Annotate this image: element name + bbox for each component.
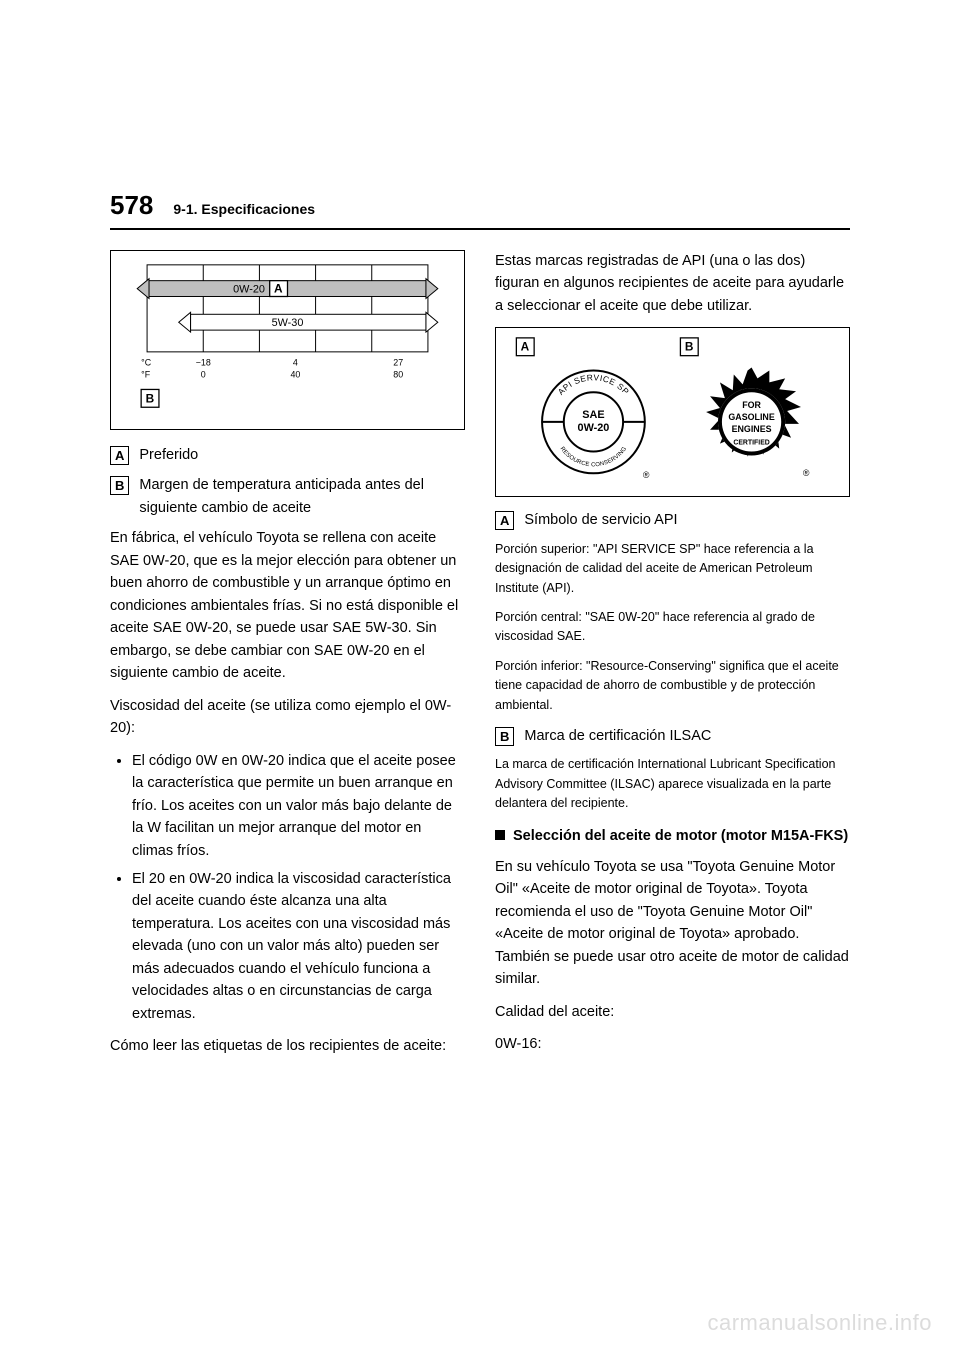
viscosity-chart-svg: 0W-20 A 5W-30 °C °F −18 0 bbox=[111, 251, 464, 429]
right-subhead: Selección del aceite de motor (motor M15… bbox=[495, 825, 850, 847]
api-ilsac-figure: A B bbox=[495, 327, 850, 497]
legend-b: B Margen de temperatura anticipada antes… bbox=[110, 474, 465, 519]
column-left: 0W-20 A 5W-30 °C °F −18 0 bbox=[110, 250, 465, 1068]
fig2-b-letter: B bbox=[685, 340, 694, 354]
tick-c-0: −18 bbox=[196, 358, 211, 368]
left-para-2: Viscosidad del aceite (se utiliza como e… bbox=[110, 695, 465, 740]
viscosity-chart: 0W-20 A 5W-30 °C °F −18 0 bbox=[110, 250, 465, 430]
tick-c-2: 27 bbox=[393, 358, 403, 368]
right-a-detail-1: Porción superior: "API SERVICE SP" hace … bbox=[495, 540, 850, 598]
left-para-3: Cómo leer las etiquetas de los recipient… bbox=[110, 1035, 465, 1057]
column-right: Estas marcas registradas de API (una o l… bbox=[495, 250, 850, 1068]
content-columns: 0W-20 A 5W-30 °C °F −18 0 bbox=[110, 250, 850, 1068]
legend-a: A Preferido bbox=[110, 444, 465, 466]
bar-5w30-label: 5W-30 bbox=[272, 317, 304, 329]
bar-0w20-letter: A bbox=[274, 282, 283, 296]
legend-a-box: A bbox=[110, 446, 129, 465]
right-b-detail: La marca de certificación International … bbox=[495, 755, 850, 813]
right-a-detail-2: Porción central: "SAE 0W-20" hace refere… bbox=[495, 608, 850, 647]
left-bullet-2: El 20 en 0W-20 indica la viscosidad cara… bbox=[132, 868, 465, 1025]
section-title: 9-1. Especificaciones bbox=[173, 201, 315, 217]
tick-f-0: 0 bbox=[201, 370, 206, 380]
bar-0w20: 0W-20 A bbox=[137, 279, 438, 299]
right-legend-b-box: B bbox=[495, 727, 514, 746]
ilsac-starburst: FOR GASOLINE ENGINES CERTIFIED ® bbox=[706, 368, 810, 479]
starburst-line1: FOR bbox=[742, 400, 761, 410]
api-ilsac-svg: A B bbox=[496, 328, 849, 496]
right-legend-a: A Símbolo de servicio API bbox=[495, 509, 850, 531]
header-rule bbox=[110, 228, 850, 230]
page-number: 578 bbox=[110, 190, 153, 221]
donut-center-2: 0W-20 bbox=[578, 422, 610, 434]
right-intro: Estas marcas registradas de API (una o l… bbox=[495, 250, 850, 317]
right-para-3: 0W-16: bbox=[495, 1033, 850, 1055]
watermark: carmanualsonline.info bbox=[707, 1310, 932, 1336]
legend-b-box: B bbox=[110, 476, 129, 495]
legend-a-text: Preferido bbox=[135, 444, 465, 466]
legend-b-text: Margen de temperatura anticipada antes d… bbox=[135, 474, 465, 519]
right-legend-b-text: Marca de certificación ILSAC bbox=[520, 725, 850, 747]
fig2-a-letter: A bbox=[521, 340, 530, 354]
donut-center-1: SAE bbox=[582, 409, 604, 421]
right-subhead-text: Selección del aceite de motor (motor M15… bbox=[513, 825, 848, 847]
subhead-square-icon bbox=[495, 830, 505, 840]
starburst-bottom: CERTIFIED bbox=[733, 440, 769, 447]
axis-f-label: °F bbox=[141, 370, 151, 380]
right-legend-b: B Marca de certificación ILSAC bbox=[495, 725, 850, 747]
tick-f-2: 80 bbox=[393, 370, 403, 380]
tick-c-1: 4 bbox=[293, 358, 298, 368]
api-donut: API SERVICE SP RESOURCE CONSERVING SAE 0… bbox=[542, 371, 650, 481]
axis-c-label: °C bbox=[141, 358, 152, 368]
bar-0w20-label: 0W-20 bbox=[233, 284, 265, 296]
starburst-reg: ® bbox=[803, 469, 810, 479]
left-bullets: El código 0W en 0W-20 indica que el acei… bbox=[110, 750, 465, 1026]
right-a-detail-3: Porción inferior: "Resource-Conserving" … bbox=[495, 657, 850, 715]
starburst-line2: GASOLINE bbox=[728, 412, 774, 422]
chart-b-letter: B bbox=[146, 391, 155, 405]
right-legend-a-box: A bbox=[495, 511, 514, 530]
bar-5w30: 5W-30 bbox=[179, 312, 438, 332]
right-para-1: En su vehículo Toyota se usa "Toyota Gen… bbox=[495, 856, 850, 991]
donut-reg: ® bbox=[643, 471, 650, 481]
left-para-1: En fábrica, el vehículo Toyota se rellen… bbox=[110, 527, 465, 684]
page-header: 578 9-1. Especificaciones bbox=[110, 190, 850, 221]
tick-f-1: 40 bbox=[290, 370, 300, 380]
left-bullet-1: El código 0W en 0W-20 indica que el acei… bbox=[132, 750, 465, 862]
page: 578 9-1. Especificaciones bbox=[0, 0, 960, 1358]
right-para-2: Calidad del aceite: bbox=[495, 1001, 850, 1023]
right-legend-a-text: Símbolo de servicio API bbox=[520, 509, 850, 531]
starburst-line3: ENGINES bbox=[732, 424, 772, 434]
